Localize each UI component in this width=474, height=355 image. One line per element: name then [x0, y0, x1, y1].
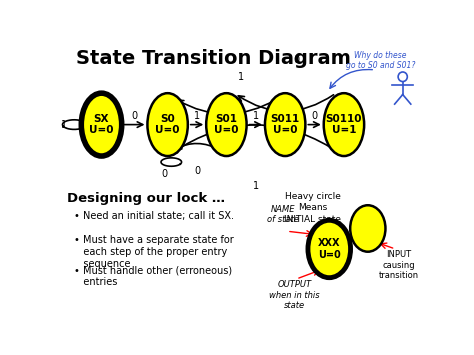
Text: 0: 0 [194, 166, 200, 176]
Text: 1: 1 [253, 111, 259, 121]
Text: State Transition Diagram: State Transition Diagram [76, 49, 351, 69]
Ellipse shape [206, 93, 246, 156]
Text: INPUT
causing
transition: INPUT causing transition [379, 250, 419, 280]
Text: Why do these
go to S0 and S01?: Why do these go to S0 and S01? [346, 51, 415, 70]
Text: XXX
U=0: XXX U=0 [318, 238, 341, 260]
Text: 1: 1 [253, 181, 259, 191]
Text: Heavy circle
Means
INITIAL state: Heavy circle Means INITIAL state [284, 192, 341, 224]
Text: • Need an initial state; call it SX.: • Need an initial state; call it SX. [74, 211, 234, 221]
Text: • Must have a separate state for
   each step of the proper entry
   sequence: • Must have a separate state for each st… [74, 235, 234, 268]
Text: 0: 0 [360, 227, 366, 237]
Text: NAME
of state: NAME of state [267, 205, 299, 224]
Text: Designing our lock …: Designing our lock … [66, 192, 225, 204]
Text: OUTPUT
when in this
state: OUTPUT when in this state [269, 280, 319, 310]
Ellipse shape [324, 93, 364, 156]
Ellipse shape [82, 93, 122, 156]
Text: 0: 0 [293, 55, 299, 65]
Ellipse shape [147, 93, 188, 156]
Text: 0: 0 [131, 111, 137, 121]
Text: S0110
U=1: S0110 U=1 [326, 114, 362, 135]
Text: 1: 1 [61, 120, 67, 130]
Text: 0: 0 [311, 111, 318, 121]
Text: • Must handle other (erroneous)
   entries: • Must handle other (erroneous) entries [74, 266, 232, 287]
Text: S011
U=0: S011 U=0 [271, 114, 300, 135]
Text: 1: 1 [194, 111, 200, 121]
Ellipse shape [308, 220, 351, 278]
Text: 0: 0 [161, 169, 167, 179]
Text: 1: 1 [238, 72, 244, 82]
Ellipse shape [265, 93, 305, 156]
Ellipse shape [350, 205, 385, 252]
Text: S0
U=0: S0 U=0 [155, 114, 180, 135]
Text: SX
U=0: SX U=0 [89, 114, 114, 135]
Text: S01
U=0: S01 U=0 [214, 114, 238, 135]
